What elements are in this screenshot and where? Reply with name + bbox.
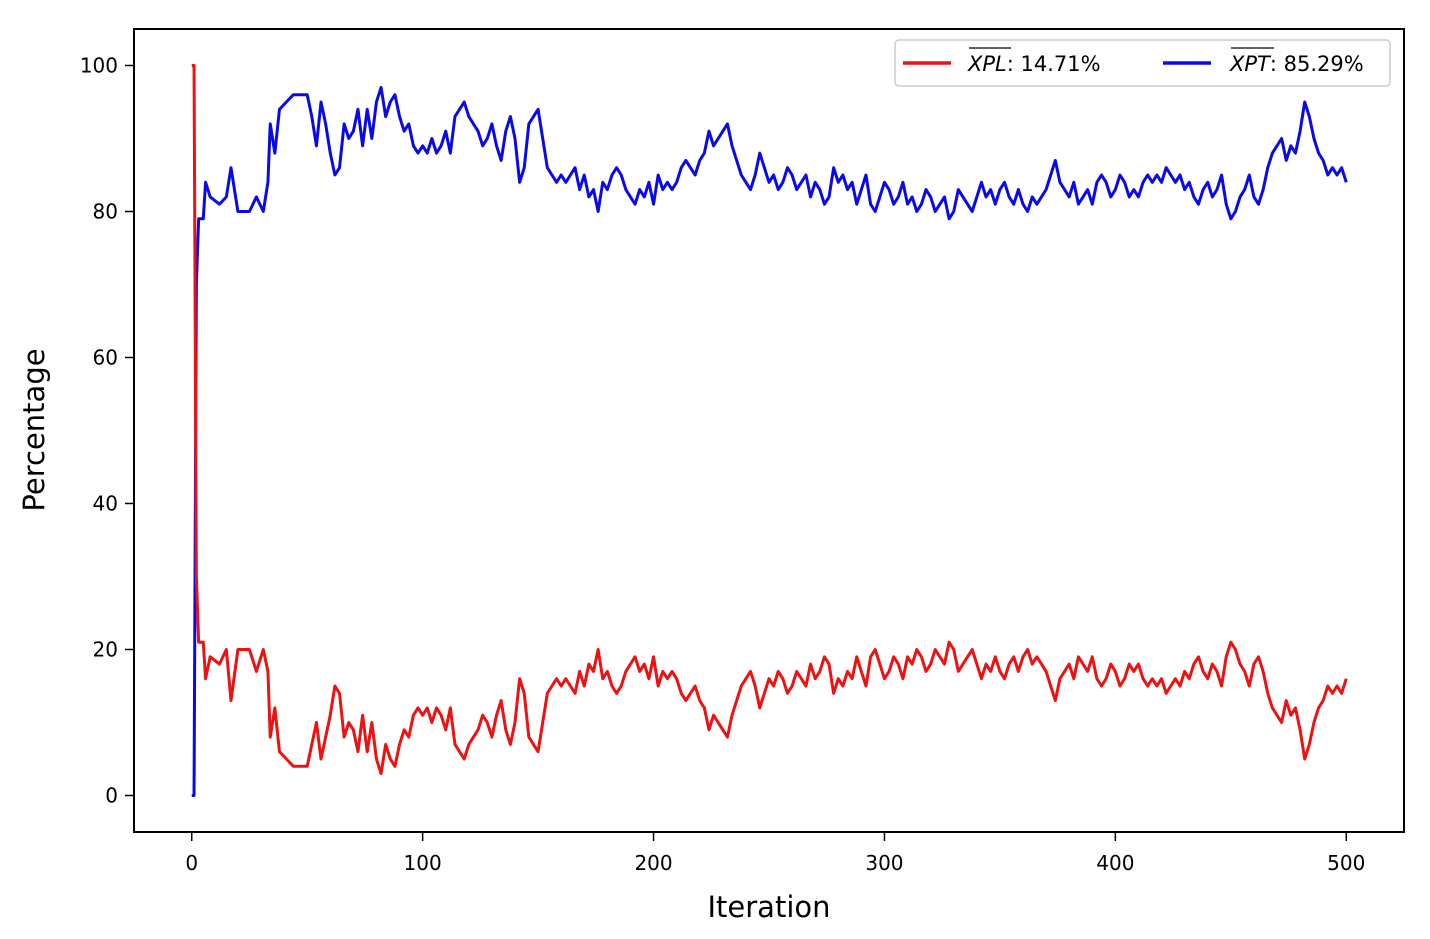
plot-frame: [133, 28, 1405, 833]
series-layer: [191, 64, 1348, 797]
y-tick-label: 80: [93, 200, 118, 224]
legend: XPL: 14.71% XPT: 85.29%: [894, 39, 1391, 87]
legend-value-xpl: : 14.71%: [1007, 52, 1101, 76]
y-tick-label: 100: [80, 54, 118, 78]
x-tick-label: 300: [865, 851, 903, 875]
legend-symbol-xpl: XPL: [967, 52, 1007, 76]
legend-label-xpt: XPT: 85.29%: [1229, 52, 1364, 76]
legend-box: [894, 39, 1391, 87]
series-line-xpt: [191, 85, 1348, 797]
x-axis: 0 100 200 300 400 500: [185, 832, 1365, 875]
y-axis-title: Percentage: [17, 348, 51, 511]
plot-area: [134, 29, 1404, 832]
legend-symbol-xpt: XPT: [1229, 52, 1272, 76]
x-axis-title: Iteration: [707, 890, 830, 924]
x-tick-label: 400: [1096, 851, 1134, 875]
y-tick-label: 40: [93, 492, 118, 516]
x-tick-label: 200: [634, 851, 672, 875]
legend-value-xpt: : 85.29%: [1270, 52, 1364, 76]
x-tick-label: 100: [404, 851, 442, 875]
series-line-xpl: [191, 64, 1348, 776]
legend-label-xpl: XPL: 14.71%: [967, 52, 1101, 76]
x-tick-label: 500: [1327, 851, 1365, 875]
y-tick-label: 60: [93, 346, 118, 370]
y-axis: 0 20 40 60 80 100: [80, 54, 134, 808]
y-tick-label: 0: [105, 784, 118, 808]
x-tick-label: 0: [185, 851, 198, 875]
y-tick-label: 20: [93, 638, 118, 662]
